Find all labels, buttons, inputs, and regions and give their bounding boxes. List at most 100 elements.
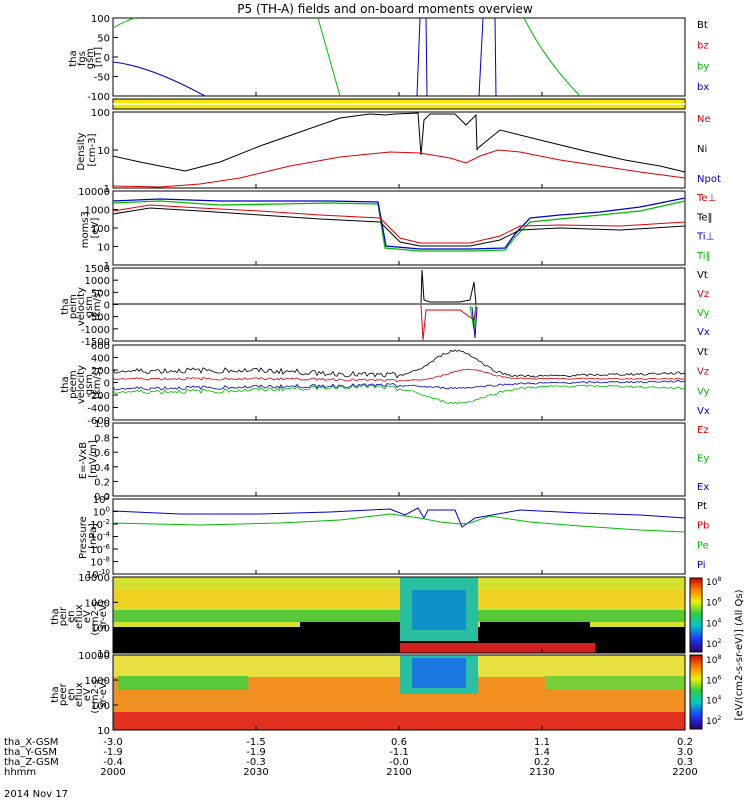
peir-ylabel-2: peir <box>58 606 69 626</box>
ytick-label-fgs: -50 <box>94 73 110 84</box>
x-tick-marks <box>112 92 686 730</box>
ephem-value: 2200 <box>672 767 697 778</box>
legend-temp-Ti⊥: Ti⊥ <box>696 232 714 243</box>
ephem-value: -1.9 <box>246 747 266 758</box>
ytick-label-fgs: 50 <box>97 34 110 45</box>
ephem-value: 0.6 <box>391 737 407 748</box>
peer-band-low <box>113 712 685 730</box>
legend-pressure-Pi: Pi <box>697 560 706 571</box>
legend-fgs-Bt: Bt <box>697 20 708 31</box>
legend-pressure-Pt: Pt <box>697 501 707 512</box>
pressure-ylabel-2: [nPa] <box>88 523 99 549</box>
ytick-label-temp: 1 <box>104 261 110 272</box>
temp-ti-perp-line <box>112 197 686 250</box>
density-ylabel-2: [cm-3] <box>87 133 98 166</box>
ephem-value: 0.3 <box>677 757 693 768</box>
fgs-ylabel-1: tha <box>68 50 79 66</box>
ytick-label-peim: 1500 <box>85 264 110 275</box>
ephem-value: -1.5 <box>246 737 266 748</box>
ephem-value: 2100 <box>386 767 411 778</box>
density-ne-line <box>112 149 686 188</box>
cbar-tick-peir: 102 <box>706 638 721 650</box>
ephem-value: 2030 <box>243 767 268 778</box>
peem-ylabel-5: [km/s] <box>92 367 103 399</box>
legend-efield-Ey: Ey <box>697 454 709 465</box>
peim-ylabel-2: peim <box>68 294 79 319</box>
panel-pressure: Pressure [nPa] <box>78 498 686 575</box>
peim-ylabel-5: [km/s] <box>92 289 103 321</box>
panel-fgs-frame <box>112 17 686 97</box>
cbar-tick-peer: 104 <box>706 695 721 707</box>
ephem-label: hhmm <box>4 767 36 778</box>
cbar-tick-peir: 104 <box>706 617 721 629</box>
panel-peer: tha peer en eflux eV (cm2-s- sr-eV) <box>50 654 686 731</box>
panel-peem: tha peem velocity gsm [km/s] <box>60 344 686 421</box>
panel-efield: E=-VxB [mV/m] <box>78 422 686 497</box>
ephem-value: 0.2 <box>677 737 693 748</box>
ytick-label-temp: 100 <box>91 224 110 235</box>
peim-ylabel: tha peim velocity gsm [km/s] <box>60 284 103 326</box>
legend-peem-Vz: Vz <box>697 367 709 378</box>
cbar-tick-peir: 106 <box>706 597 721 609</box>
pressure-pi-line <box>112 507 686 528</box>
peer-ylabel: tha peer en eflux eV (cm2-s- sr-eV) <box>50 672 109 713</box>
ytick-label-peir: 10000 <box>78 573 110 584</box>
ephem-value: -1.9 <box>103 747 123 758</box>
peim-vt-line <box>420 269 477 305</box>
ephem-value: 3.0 <box>677 747 693 758</box>
peir-ylabel-1: tha <box>50 608 61 624</box>
peem-vz-line <box>112 368 685 383</box>
peim-ylabel-3: velocity <box>76 287 87 326</box>
ytick-label-peem: 200 <box>91 366 110 377</box>
peir-ylabel-7: sr-eV) <box>98 600 109 629</box>
fgs-by-line <box>112 17 581 97</box>
ytick-label-efield: 1.0 <box>94 419 110 430</box>
peir-band-mid <box>113 590 685 608</box>
peer-ylabel-1: tha <box>50 686 61 702</box>
legend-peem-Vy: Vy <box>697 386 710 397</box>
pressure-ylabel: Pressure [nPa] <box>78 513 99 559</box>
ytick-label-peim: 500 <box>91 288 110 299</box>
peir-gap-left <box>300 622 400 653</box>
panel-pressure-frame <box>112 498 686 575</box>
peem-vy-line <box>112 384 686 405</box>
ytick-label-fgs: 100 <box>91 14 110 25</box>
peer-ylabel-2: peer <box>58 682 69 706</box>
ephem-value: -0.4 <box>103 757 123 768</box>
legend-pressure-Pb: Pb <box>697 521 709 532</box>
ytick-label-pressure: 10-8 <box>90 556 110 569</box>
ytick-label-peem: 0 <box>104 379 110 390</box>
peir-bottom-band <box>400 643 595 653</box>
fgs-ylabel: tha fgs gsm [nT] <box>68 45 104 70</box>
peem-ylabel-2: peem <box>68 370 79 398</box>
ytick-label-pressure: 10-6 <box>90 543 110 556</box>
peim-ylabel-4: gsm <box>84 296 95 317</box>
legend-density-Ni: Ni <box>697 144 707 155</box>
density-ylabel: Density [cm-3] <box>76 129 98 170</box>
peir-ylabel-6: (cm2-s- <box>90 597 101 635</box>
peer-ylabel-3: en <box>66 688 77 701</box>
peim-vz-line <box>420 304 477 341</box>
panel-efield-frame <box>112 422 686 497</box>
temp-ylabel-2: [eV] <box>90 218 101 239</box>
ephem-value: 2000 <box>100 767 125 778</box>
ytick-label-temp: 1000 <box>85 206 110 217</box>
panel-temp-frame <box>112 190 686 266</box>
temp-ylabel-1: moms3 <box>80 211 91 248</box>
ytick-label-efield: 0.4 <box>94 463 110 474</box>
cbar-tick-peir: 108 <box>706 576 721 588</box>
ephem-label: tha_Z-GSM <box>4 757 59 768</box>
ytick-label-pressure: 10-4 <box>90 531 110 544</box>
ytick-label-density: 100 <box>91 108 110 119</box>
y-tick-labels: 100500-50-100100101100001000100101150010… <box>78 14 118 737</box>
legend-peem-Vt: Vt <box>697 347 708 358</box>
density-ylabel-1: Density <box>76 133 87 171</box>
peer-ylabel-4: eflux <box>74 682 85 707</box>
colorbar-peer <box>689 654 703 730</box>
legend-efield-Ex: Ex <box>697 482 709 493</box>
legend-density-Npot: Npot <box>697 174 721 185</box>
legend-peim-Vt: Vt <box>697 270 708 281</box>
legend-fgs-bz: bz <box>697 41 709 52</box>
ytick-label-fgs: -100 <box>87 92 110 103</box>
peer-ylabel-5: eV <box>82 688 93 701</box>
